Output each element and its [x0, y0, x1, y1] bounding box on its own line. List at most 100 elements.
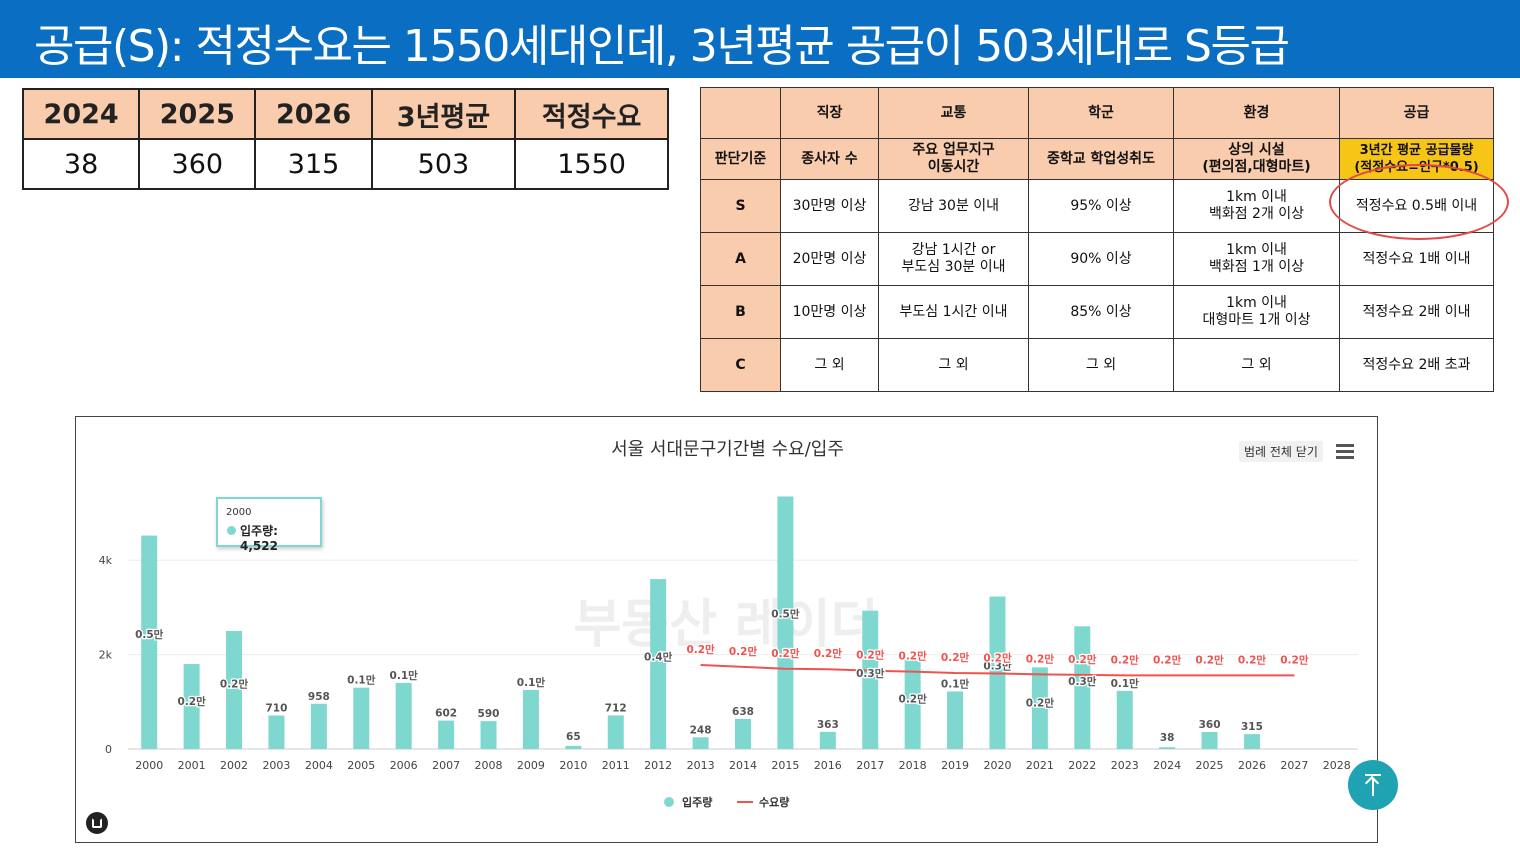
bar	[565, 745, 582, 749]
menu-icon[interactable]	[1336, 444, 1354, 459]
x-tick-label: 2020	[983, 759, 1011, 772]
criteria-sub-header: 종사자 수	[780, 138, 879, 180]
summary-value-2025: 360	[138, 138, 257, 190]
line-label: 0.2만	[941, 651, 970, 664]
bar	[947, 691, 964, 749]
x-tick-label: 2018	[899, 759, 927, 772]
home-icon[interactable]	[86, 812, 108, 834]
bar-label: 710	[265, 702, 287, 714]
bar	[862, 610, 879, 749]
criteria-cell: 적정수요 1배 이내	[1339, 232, 1494, 286]
bar-label: 0.1만	[347, 674, 376, 687]
bar-label: 248	[690, 724, 712, 736]
bar	[1201, 732, 1218, 749]
tooltip-year: 2000	[226, 507, 252, 518]
bar-label: 360	[1199, 719, 1221, 731]
criteria-sub-header-supply: 3년간 평균 공급물량 (적정수요=인구*0.5)	[1339, 138, 1494, 180]
bar	[522, 690, 539, 749]
criteria-cell: 그 외	[780, 338, 879, 392]
criteria-sub-header: 상의 시설 (편의점,대형마트)	[1173, 138, 1340, 180]
x-tick-label: 2026	[1238, 759, 1266, 772]
x-tick-label: 2023	[1111, 759, 1139, 772]
bar	[141, 535, 158, 749]
line-label: 0.2만	[1195, 653, 1224, 666]
criteria-cell: 그 외	[1028, 338, 1174, 392]
chart-container: 서울 서대문구기간별 수요/입주 범례 전체 닫기 부동산 레이더 0 2k 4k 0.…	[75, 416, 1378, 843]
x-tick-label: 2016	[814, 759, 842, 772]
watermark: 부동산 레이더	[573, 595, 878, 655]
y-tick-label: 0	[105, 743, 112, 756]
x-tick-label: 2028	[1323, 759, 1351, 772]
grade-label: B	[700, 285, 781, 339]
x-tick-label: 2005	[347, 759, 375, 772]
line-label: 0.2만	[1026, 652, 1055, 665]
bar	[395, 682, 412, 749]
summary-value-demand: 1550	[514, 138, 669, 190]
bar-label: 0.3만	[1068, 675, 1097, 688]
x-tick-label: 2009	[517, 759, 545, 772]
x-tick-label: 2019	[941, 759, 969, 772]
grade-label: A	[700, 232, 781, 286]
bar-label: 363	[817, 719, 839, 731]
x-tick-label: 2001	[178, 759, 206, 772]
bar	[650, 579, 667, 749]
bar-label: 712	[605, 702, 627, 714]
page-title: 공급(S): 적정수요는 1550세대인데, 3년평균 공급이 503세대로 S…	[34, 21, 1290, 72]
legend-bar-icon	[664, 797, 674, 807]
bar	[1243, 734, 1260, 749]
bar	[1159, 747, 1176, 749]
grade-label: S	[700, 179, 781, 233]
x-tick-label: 2022	[1068, 759, 1096, 772]
bar-label: 590	[478, 708, 500, 720]
bar	[268, 715, 285, 749]
x-tick-label: 2010	[559, 759, 587, 772]
x-tick-label: 2006	[390, 759, 418, 772]
line-label: 0.2만	[1153, 653, 1182, 666]
y-tick-label: 2k	[99, 649, 113, 662]
legend-bar-label: 입주량	[682, 796, 712, 809]
x-tick-label: 2007	[432, 759, 460, 772]
line-label: 0.2만	[686, 643, 715, 656]
bar	[310, 703, 327, 749]
x-tick-label: 2008	[475, 759, 503, 772]
demand-line	[700, 663, 1295, 677]
x-tick-label: 2004	[305, 759, 333, 772]
bar-label: 638	[732, 706, 754, 718]
bar	[1074, 626, 1091, 749]
line-label: 0.2만	[1068, 653, 1097, 666]
summary-value-2026: 315	[254, 138, 373, 190]
chart-tooltip: 2000 입주량: 4,522	[216, 497, 322, 553]
line-label: 0.2만	[1238, 653, 1267, 666]
bar	[480, 721, 497, 749]
criteria-sub-header: 주요 업무지구 이동시간	[878, 138, 1029, 180]
bar-label: 0.5만	[135, 628, 164, 641]
criteria-cell: 적정수요 2배 초과	[1339, 338, 1494, 392]
legend-toggle-button[interactable]: 범례 전체 닫기	[1239, 441, 1323, 462]
criteria-top-header: 공급	[1339, 87, 1494, 139]
criteria-cell: 적정수요 0.5배 이내	[1339, 179, 1494, 233]
x-tick-label: 2025	[1196, 759, 1224, 772]
x-tick-label: 2024	[1153, 759, 1181, 772]
summary-header-2025: 2025	[138, 88, 257, 140]
bar-label: 315	[1241, 721, 1263, 733]
x-tick-label: 2027	[1280, 759, 1308, 772]
supply-summary-table: 2024 2025 2026 3년평균 적정수요 38 360 315 503 …	[21, 88, 669, 190]
bar-label: 0.1만	[941, 677, 970, 690]
criteria-cell: 30만명 이상	[780, 179, 879, 233]
x-tick-label: 2003	[262, 759, 290, 772]
scroll-top-button[interactable]	[1348, 760, 1398, 810]
bar	[226, 631, 243, 749]
grade-label: C	[700, 338, 781, 392]
bar-label: 0.2만	[220, 678, 249, 691]
criteria-top-header: 학군	[1028, 87, 1174, 139]
bar-label: 0.2만	[899, 692, 928, 705]
y-tick-label: 4k	[99, 554, 113, 567]
criteria-cell: 적정수요 2배 이내	[1339, 285, 1494, 339]
summary-header-demand: 적정수요	[514, 88, 669, 140]
criteria-cell: 강남 1시간 or 부도심 30분 이내	[878, 232, 1029, 286]
criteria-cell: 20만명 이상	[780, 232, 879, 286]
criteria-cell: 90% 이상	[1028, 232, 1174, 286]
criteria-cell: 95% 이상	[1028, 179, 1174, 233]
bar-label: 602	[435, 708, 457, 720]
line-label: 0.2만	[983, 651, 1012, 664]
